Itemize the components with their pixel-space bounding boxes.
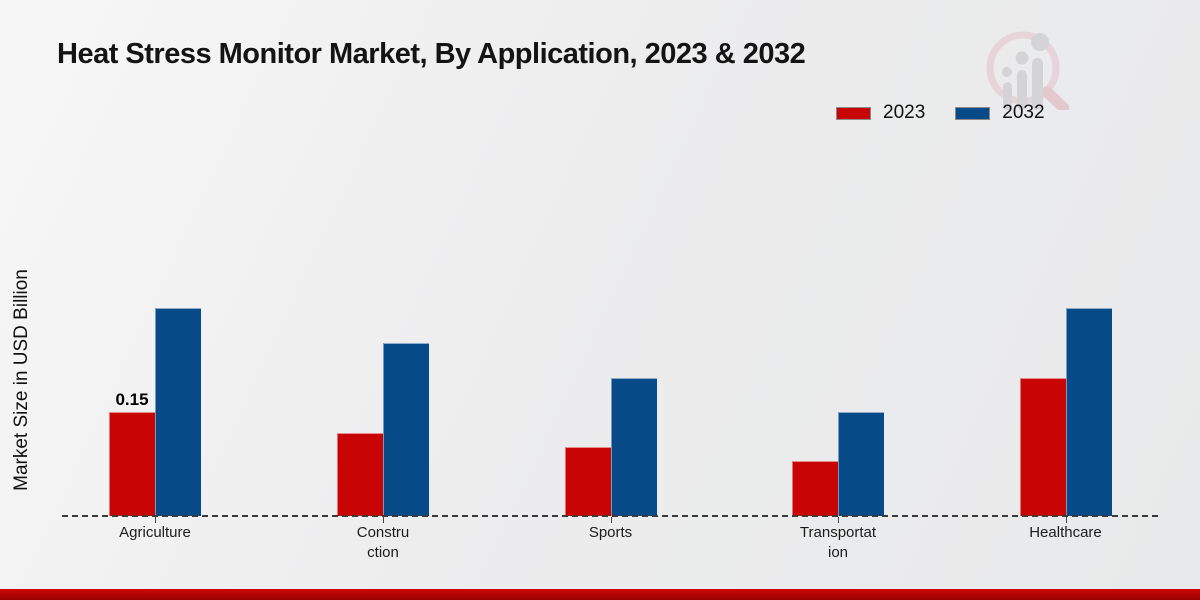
bar-2032-healthcare [1065,308,1112,516]
x-axis-baseline [62,515,1158,517]
legend-label-2032: 2032 [1002,102,1045,123]
legend-item-2032: 2032 [955,102,1045,124]
bottom-accent-bar [0,589,1200,600]
bar-2023-construction [337,433,383,516]
category-label-healthcare: Healthcare [1029,524,1102,541]
legend: 2023 2032 [836,102,1045,124]
legend-item-2023: 2023 [836,102,925,124]
x-axis-tick-construction [383,517,384,523]
legend-swatch-2032 [955,106,991,120]
legend-label-2023: 2023 [883,102,926,123]
category-label-agriculture: Agriculture [119,524,191,541]
legend-swatch-2023 [836,106,871,120]
x-axis-tick-sports [610,517,612,523]
bar-value-label: 0.15 [115,390,149,409]
bar-2023-sports [564,447,611,516]
chart-title: Heat Stress Monitor Market, By Applicati… [57,38,806,70]
bar-2023-agriculture [109,412,155,516]
bar-2032-agriculture [155,308,201,516]
bar-2032-transportation [838,412,884,516]
x-axis-tick-healthcare [1065,517,1067,523]
category-label-construction: Constru ction [356,524,410,561]
bar-2023-healthcare [1019,378,1066,516]
category-label-transportation: Transportat ion [799,524,877,561]
x-axis-tick-transportation [838,517,839,523]
category-label-sports: Sports [588,524,633,541]
magnifier-bar-chart-logo-icon [986,31,1069,110]
bar-2032-sports [610,378,657,516]
bar-2023-transportation [792,461,838,516]
x-axis-tick-agriculture [155,517,156,523]
bar-2032-construction [383,343,429,516]
